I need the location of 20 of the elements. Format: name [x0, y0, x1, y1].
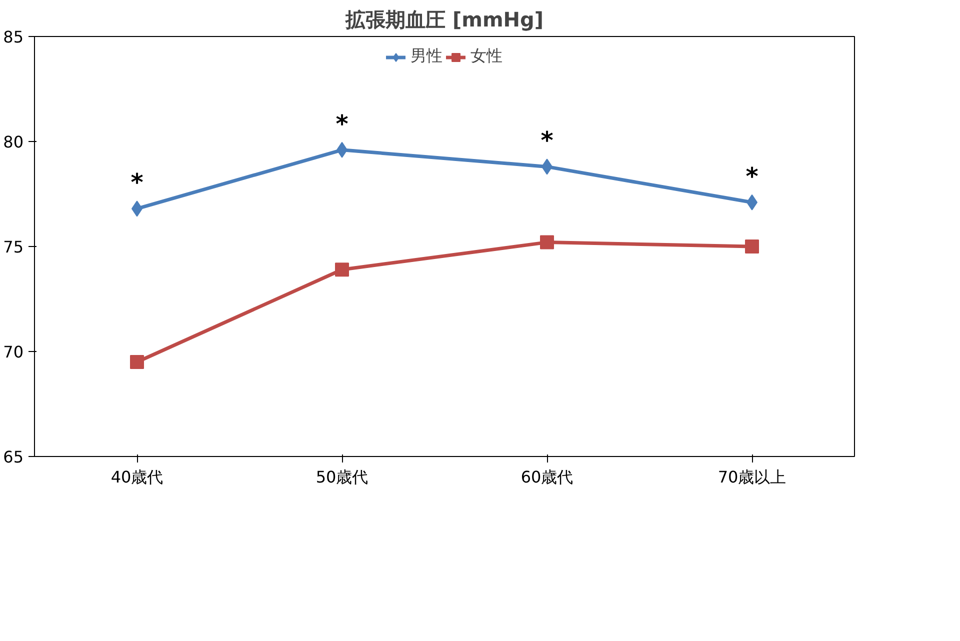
annotation: *	[746, 162, 759, 190]
x-tick-label: 40歳代	[110, 468, 164, 486]
y-tick-label: 80	[3, 132, 24, 152]
y-tick-label: 85	[3, 28, 24, 46]
y-tick-label: 70	[3, 342, 24, 362]
y-tick-label: 65	[3, 448, 24, 466]
point	[335, 262, 349, 277]
point	[540, 235, 554, 250]
legend-label: 男性	[410, 46, 442, 67]
x-tick-label: 50歳代	[316, 468, 368, 486]
annotation: *	[336, 110, 349, 138]
x-tick-label: 60歳代	[520, 468, 574, 486]
chart-title: 拡張期血圧 [mmHg]	[344, 8, 544, 32]
y-tick-label: 75	[3, 238, 24, 256]
legend-label: 女性	[470, 46, 502, 67]
point	[130, 355, 144, 369]
point	[745, 240, 759, 254]
x-tick-label: 70歳以上	[718, 468, 786, 486]
annotation: *	[130, 168, 144, 197]
annotation: *	[540, 126, 554, 155]
